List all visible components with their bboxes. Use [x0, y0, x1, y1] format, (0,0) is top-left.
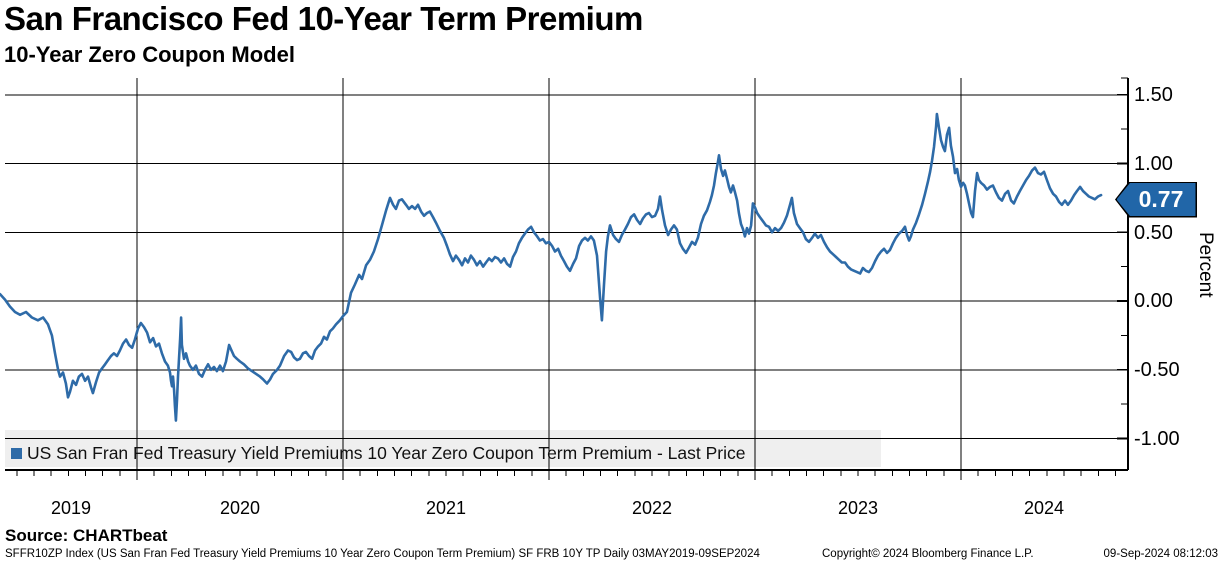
- meta-timestamp: 09-Sep-2024 08:12:03: [1103, 548, 1218, 560]
- x-tick-label-2024: 2024: [1023, 498, 1065, 518]
- y-tick-label-0-00: 0.00: [1134, 290, 1173, 312]
- meta-ticker-description: SFFR10ZP Index (US San Fran Fed Treasury…: [5, 548, 760, 560]
- x-tick-label-2022: 2022: [631, 498, 673, 518]
- legend-swatch-icon: [11, 448, 22, 459]
- y-axis-title: Percent: [1195, 232, 1216, 298]
- x-tick-label-2019: 2019: [50, 498, 92, 518]
- y-tick-label-neg-1-00: -1.00: [1134, 428, 1180, 450]
- x-tick-label-2021: 2021: [425, 498, 467, 518]
- last-price-badge: 0.77: [1115, 181, 1197, 218]
- page-title: San Francisco Fed 10-Year Term Premium: [4, 0, 643, 37]
- source-line: Source: CHARTbeat: [5, 526, 168, 545]
- page-subtitle: 10-Year Zero Coupon Model: [4, 42, 295, 67]
- meta-copyright: Copyright© 2024 Bloomberg Finance L.P.: [822, 548, 1034, 560]
- y-tick-label-0-50: 0.50: [1134, 222, 1173, 244]
- legend-label: US San Fran Fed Treasury Yield Premiums …: [27, 443, 746, 463]
- legend-background-band: [5, 430, 881, 467]
- y-tick-label-1-00: 1.00: [1134, 153, 1173, 175]
- y-tick-label-1-50: 1.50: [1134, 84, 1173, 106]
- last-price-value: 0.77: [1138, 186, 1184, 212]
- x-tick-label-2023: 2023: [837, 498, 879, 518]
- legend[interactable]: US San Fran Fed Treasury Yield Premiums …: [11, 443, 745, 464]
- x-tick-label-2020: 2020: [219, 498, 261, 518]
- y-tick-label-neg-0-50: -0.50: [1134, 359, 1180, 381]
